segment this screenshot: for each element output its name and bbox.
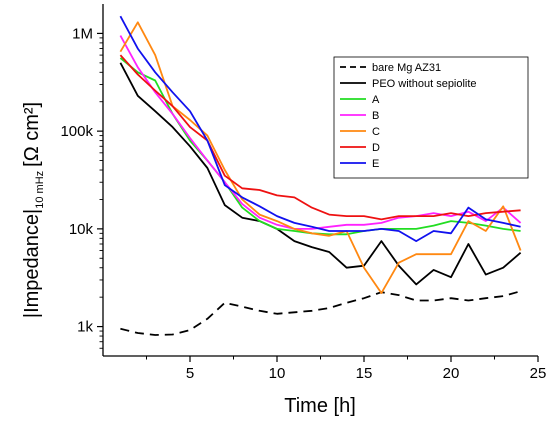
x-tick-label-4: 25	[530, 365, 547, 382]
series-line-1	[119, 62, 522, 286]
y-tick-label-2: 100k	[60, 123, 93, 140]
y-tick-label-0: 1k	[77, 319, 93, 336]
series-line-0	[120, 290, 521, 336]
x-tick-label-1: 10	[269, 365, 286, 382]
y-ticks: 1k 10k 100k 1M	[60, 25, 103, 349]
y-axis-title-main: |Impedance|	[21, 209, 43, 318]
series-line-5	[119, 54, 521, 221]
y-axis-title-unit: [Ω cm²]	[21, 102, 43, 167]
legend-label-1: PEO without sepiolite	[372, 78, 477, 90]
legend-box	[333, 56, 529, 179]
y-tick-label-1: 10k	[69, 221, 94, 238]
x-tick-label-0: 5	[186, 365, 194, 382]
legend-label-5: D	[372, 142, 380, 154]
series-group	[119, 15, 522, 336]
legend-label-6: E	[372, 158, 379, 170]
series-line-6	[119, 15, 521, 243]
x-tick-label-2: 15	[356, 365, 373, 382]
series-line-3	[119, 35, 522, 230]
y-tick-label-3: 1M	[72, 25, 93, 42]
series-line-4	[119, 21, 522, 295]
x-axis-title: Time [h]	[284, 395, 356, 417]
legend-label-4: C	[372, 126, 380, 138]
x-ticks: 5 10 15 20 25	[146, 356, 547, 382]
legend-label-0: bare Mg AZ31	[372, 62, 441, 74]
legend-label-2: A	[372, 94, 380, 106]
y-axis-title: |Impedance|10 mHz [Ω cm²]	[21, 102, 46, 318]
y-axis-title-sub: 10 mHz	[34, 171, 46, 209]
x-tick-label-3: 20	[443, 365, 460, 382]
legend-label-3: B	[372, 110, 379, 122]
